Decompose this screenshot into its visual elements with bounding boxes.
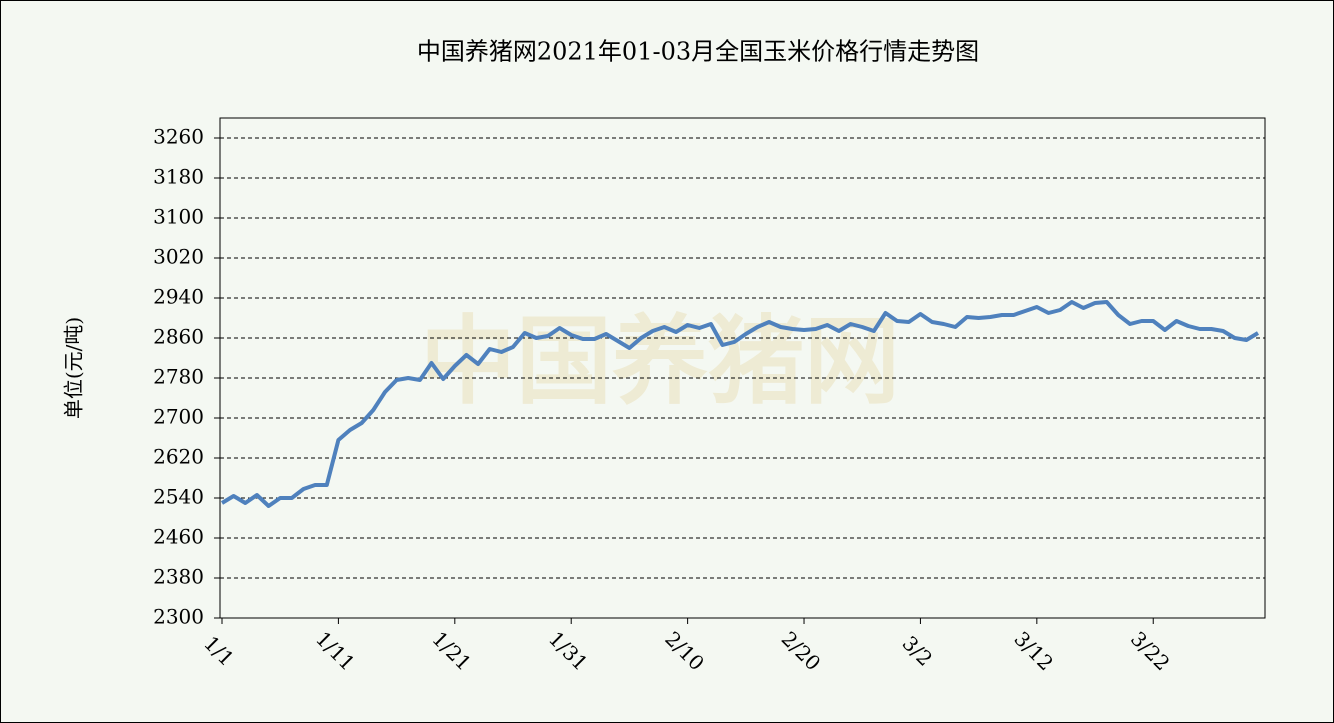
y-axis-label: 单位(元/吨) bbox=[62, 317, 86, 419]
y-tick-label: 2380 bbox=[153, 565, 204, 589]
chart-title: 中国养猪网2021年01-03月全国玉米价格行情走势图 bbox=[417, 38, 979, 66]
y-tick-label: 2540 bbox=[153, 485, 204, 509]
y-tick-label: 2780 bbox=[153, 365, 204, 389]
y-tick-label: 2300 bbox=[153, 605, 204, 629]
watermark: 中国养猪网 bbox=[420, 305, 900, 417]
y-tick-label: 2940 bbox=[153, 285, 204, 309]
y-tick-label: 2860 bbox=[153, 325, 204, 349]
y-tick-label: 2620 bbox=[153, 445, 204, 469]
plot-area bbox=[219, 117, 1266, 619]
y-tick-label: 3260 bbox=[153, 125, 204, 149]
y-tick-label: 3180 bbox=[153, 165, 204, 189]
y-tick-label: 2460 bbox=[153, 525, 204, 549]
y-tick-label: 2700 bbox=[153, 405, 204, 429]
y-tick-label: 3100 bbox=[153, 205, 204, 229]
series-line bbox=[220, 300, 1260, 508]
y-tick-label: 3020 bbox=[153, 245, 204, 269]
